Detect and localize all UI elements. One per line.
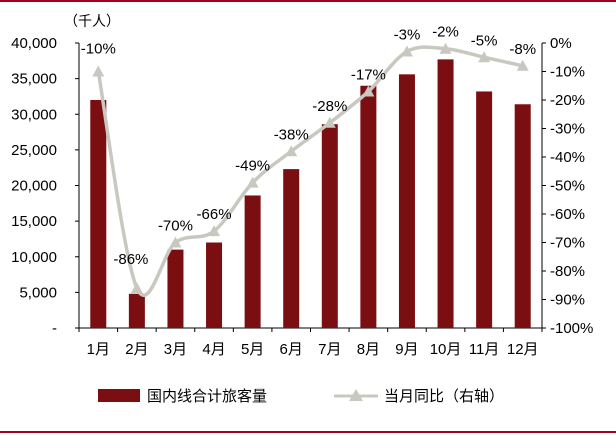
x-tick-label: 9月 [395, 341, 418, 358]
bar-series [90, 59, 531, 329]
data-label: -10% [81, 41, 116, 58]
right-tick-label: -20% [550, 92, 585, 109]
right-tick-label: 0% [550, 35, 572, 52]
line-point-marker [208, 225, 221, 237]
data-label: -17% [351, 66, 386, 83]
left-tick-label: 40,000 [11, 35, 57, 52]
line-point-marker [130, 282, 143, 294]
data-label: -5% [471, 32, 498, 49]
left-tick-label: - [52, 320, 57, 337]
bar [321, 124, 338, 328]
legend-swatch-bar [98, 389, 140, 402]
left-tick-label: 5,000 [19, 284, 57, 301]
bar [476, 91, 493, 328]
x-tick-label: 12月 [507, 341, 539, 358]
left-tick-label: 20,000 [11, 178, 57, 195]
x-tick-label: 10月 [430, 341, 462, 358]
data-label: -38% [274, 126, 309, 143]
left-tick-label: 15,000 [11, 213, 57, 230]
legend-label-line: 当月同比（右轴） [384, 388, 504, 405]
line-point-marker [400, 45, 413, 57]
bar [514, 104, 531, 329]
left-tick-label: 25,000 [11, 142, 57, 159]
legend-swatch-marker [349, 389, 363, 401]
x-tick-label: 7月 [318, 341, 341, 358]
data-label: -49% [235, 158, 270, 175]
data-label: -28% [312, 98, 347, 115]
legend: 国内线合计旅客量 当月同比（右轴） [98, 388, 504, 405]
x-tick-label: 8月 [357, 341, 380, 358]
line-point-marker [285, 145, 298, 157]
x-tick-label: 1月 [87, 341, 110, 358]
left-tick-label: 10,000 [11, 249, 57, 266]
line-point-marker [169, 236, 182, 248]
right-tick-label: -50% [550, 178, 585, 195]
right-tick-label: -60% [550, 206, 585, 223]
data-label: -8% [509, 41, 536, 58]
bottom-rule [0, 431, 616, 433]
top-rule [0, 0, 616, 2]
right-tick-label: -40% [550, 149, 585, 166]
line-point-marker [439, 42, 452, 54]
x-tick-label: 5月 [241, 341, 264, 358]
x-tick-label: 2月 [125, 341, 148, 358]
bar [360, 85, 377, 328]
right-tick-label: -10% [550, 64, 585, 81]
data-label: -66% [197, 206, 232, 223]
right-tick-label: -80% [550, 263, 585, 280]
data-labels: -10% -86% -70%-66% -49%-38%-28%-17% -3% -2% -5… [81, 24, 536, 268]
axes: - 5,000 10,000 15,000 20,000 25,000 30,000 35,0… [11, 35, 593, 358]
bar [206, 242, 223, 328]
bar [437, 59, 454, 328]
line-point-marker [362, 85, 375, 97]
bar [90, 100, 107, 328]
unit-label: （千人） [64, 13, 120, 29]
data-label: -86% [113, 251, 148, 268]
right-tick-label: -70% [550, 235, 585, 252]
right-tick-label: -90% [550, 292, 585, 309]
x-tick-label: 11月 [469, 341, 500, 358]
line-point-marker [478, 51, 491, 63]
line-point-marker [516, 59, 529, 71]
x-tick-label: 3月 [164, 341, 187, 358]
yoy-line [96, 45, 524, 298]
right-tick-label: -100% [550, 320, 593, 337]
line-point-marker [246, 176, 259, 188]
data-label: -70% [158, 218, 193, 235]
bar [244, 195, 261, 328]
data-label: -3% [394, 27, 421, 44]
bar [283, 169, 300, 328]
left-tick-label: 35,000 [11, 71, 57, 88]
left-tick-label: 30,000 [11, 106, 57, 123]
bar [128, 293, 145, 328]
bar [398, 74, 415, 328]
line-series [92, 42, 529, 298]
bar [167, 249, 184, 328]
x-tick-label: 4月 [202, 341, 225, 358]
line-point-marker [323, 116, 336, 128]
legend-label-bar: 国内线合计旅客量 [147, 388, 267, 405]
right-tick-label: -30% [550, 121, 585, 138]
line-point-marker [92, 65, 105, 77]
data-label: -2% [432, 24, 459, 41]
x-tick-label: 6月 [280, 341, 303, 358]
